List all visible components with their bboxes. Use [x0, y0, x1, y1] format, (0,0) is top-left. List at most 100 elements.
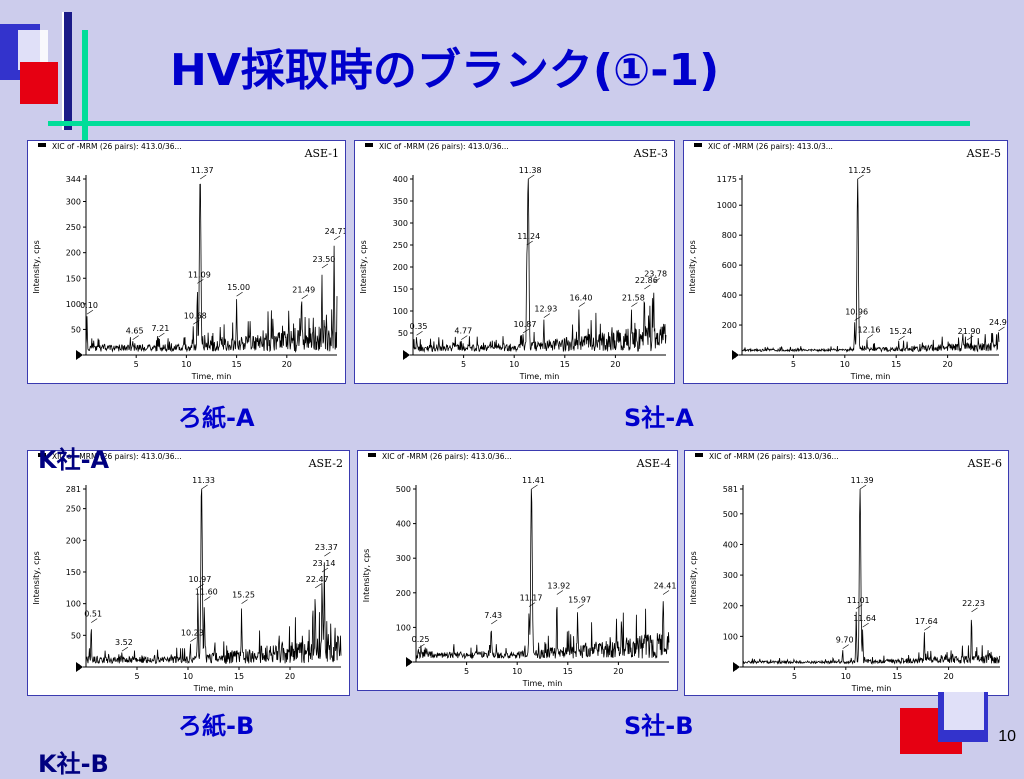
y-tick-label: 500: [723, 510, 738, 519]
chart-header: XIC of -MRM (26 pairs): 413.0/36...: [382, 452, 512, 461]
chart-ase-2: XIC of -MRM (26 pairs): 413.0/36... ASE-2…: [32, 452, 343, 693]
peak-label: 16.40: [570, 294, 593, 303]
x-tick-label: 15: [234, 672, 244, 681]
x-tick-label: 5: [461, 360, 466, 369]
peak-label-leader: [321, 263, 329, 269]
x-tick-label: 20: [944, 672, 954, 681]
chart-header: XIC of -MRM (26 pairs): 413.0/36...: [709, 452, 839, 461]
x-tick-label: 5: [464, 667, 469, 676]
peak-label: 11.33: [192, 476, 215, 485]
peak-label-leader: [862, 622, 869, 628]
sample-id-label: ASE-6: [967, 457, 1002, 470]
deco-vertical-bar-dark: [62, 12, 72, 130]
peak-label: 11.64: [853, 614, 876, 623]
y-tick-label: 400: [723, 540, 738, 549]
x-tick-label: 15: [563, 667, 573, 676]
peak-label-leader: [91, 618, 98, 623]
y-tick-label: 0: [732, 351, 737, 360]
y-tick-label: 50: [71, 631, 81, 640]
x-axis-label: Time, min: [851, 684, 892, 693]
caption-s-company-a: S社-A: [624, 404, 694, 432]
deco-red-square-top-left: [20, 62, 58, 104]
peak-label-leader: [924, 625, 931, 631]
chart-panel-ase-4: XIC of -MRM (26 pairs): 413.0/36... ASE-4…: [357, 450, 678, 691]
peak-label-leader: [971, 607, 978, 613]
y-tick-label: 0: [406, 658, 411, 667]
peak-label: 10.97: [188, 575, 211, 584]
caption-k-company-b: K社-B: [38, 750, 109, 778]
y-tick-label: 400: [393, 175, 408, 184]
x-tick-label: 20: [610, 360, 620, 369]
peak-label-leader: [491, 619, 498, 625]
peak-label: 23.50: [312, 255, 335, 264]
legend-marker: [38, 453, 46, 457]
peak-label: 10.96: [845, 308, 868, 317]
origin-arrow-icon: [406, 657, 413, 667]
origin-arrow-icon: [403, 350, 410, 360]
chromatogram-trace: [741, 178, 1000, 353]
slide-title: HV採取時のブランク(①-1): [170, 45, 720, 96]
peak-label-leader: [236, 291, 243, 297]
x-tick-label: 15: [892, 672, 902, 681]
y-tick-label: 250: [66, 505, 81, 514]
peak-label-leader: [543, 313, 551, 318]
peak-label: 3.52: [115, 638, 133, 647]
chart-ase-1: XIC of -MRM (26 pairs): 413.0/36... ASE-1…: [32, 142, 345, 381]
y-tick-label: 0: [76, 663, 81, 672]
y-tick-label: 200: [66, 249, 81, 258]
x-tick-label: 5: [134, 360, 139, 369]
legend-marker: [365, 143, 373, 147]
peak-label-leader: [854, 316, 861, 321]
y-tick-label: 250: [393, 241, 408, 250]
peak-label: 21.49: [292, 286, 315, 295]
caption-s-company-b: S社-B: [624, 712, 694, 740]
peak-label: 17.64: [915, 617, 938, 626]
x-tick-label: 10: [512, 667, 522, 676]
origin-arrow-icon: [733, 662, 740, 672]
peak-label-leader: [315, 583, 322, 589]
peak-label-leader: [631, 302, 638, 307]
peak-label-leader: [653, 278, 660, 283]
peak-label-leader: [859, 484, 867, 490]
y-tick-label: 800: [722, 231, 737, 240]
peak-label: 22.23: [962, 599, 985, 608]
peak-label-leader: [857, 174, 864, 180]
y-tick-label: 300: [396, 554, 411, 563]
peak-label: 0.10: [80, 301, 98, 310]
y-tick-label: 600: [722, 261, 737, 270]
peak-label-leader: [418, 643, 425, 649]
peak-label-leader: [998, 326, 1005, 332]
peak-label: 23.14: [313, 559, 336, 568]
y-tick-label: 150: [66, 568, 81, 577]
y-tick-label: 50: [71, 325, 81, 334]
peak-label-leader: [190, 637, 197, 642]
chart-header: XIC of -MRM (26 pairs): 413.0/36...: [52, 142, 182, 151]
peak-label-leader: [577, 604, 584, 609]
chart-ase-3: XIC of -MRM (26 pairs): 413.0/36... ASE-3…: [359, 142, 668, 381]
peak-label-leader: [416, 330, 423, 336]
chart-header: XIC of -MRM (26 pairs): 413.0/3...: [708, 142, 833, 151]
x-tick-label: 5: [792, 672, 797, 681]
y-tick-label: 344: [66, 175, 81, 184]
x-tick-label: 15: [891, 360, 901, 369]
chart-panel-ase-6: XIC of -MRM (26 pairs): 413.0/36... ASE-6…: [684, 450, 1009, 696]
peak-label: 21.90: [958, 327, 981, 336]
y-tick-label: 300: [393, 219, 408, 228]
chart-header: XIC of -MRM (26 pairs): 413.0/36...: [379, 142, 509, 151]
x-axis-label: Time, min: [522, 679, 563, 688]
legend-marker: [694, 143, 702, 147]
origin-arrow-icon: [732, 350, 739, 360]
peak-label: 0.25: [412, 635, 430, 644]
y-tick-label: 150: [393, 285, 408, 294]
x-axis-label: Time, min: [191, 372, 232, 381]
peak-label-leader: [301, 294, 308, 299]
legend-marker: [695, 453, 703, 457]
peak-label-leader: [86, 309, 94, 315]
y-tick-label: 200: [722, 321, 737, 330]
peak-label: 15.25: [232, 591, 255, 600]
peak-label: 10.87: [514, 320, 537, 329]
x-axis-label: Time, min: [519, 372, 560, 381]
x-axis-label: Time, min: [193, 684, 234, 693]
peak-label: 11.38: [519, 166, 542, 175]
peak-label-leader: [199, 174, 207, 180]
